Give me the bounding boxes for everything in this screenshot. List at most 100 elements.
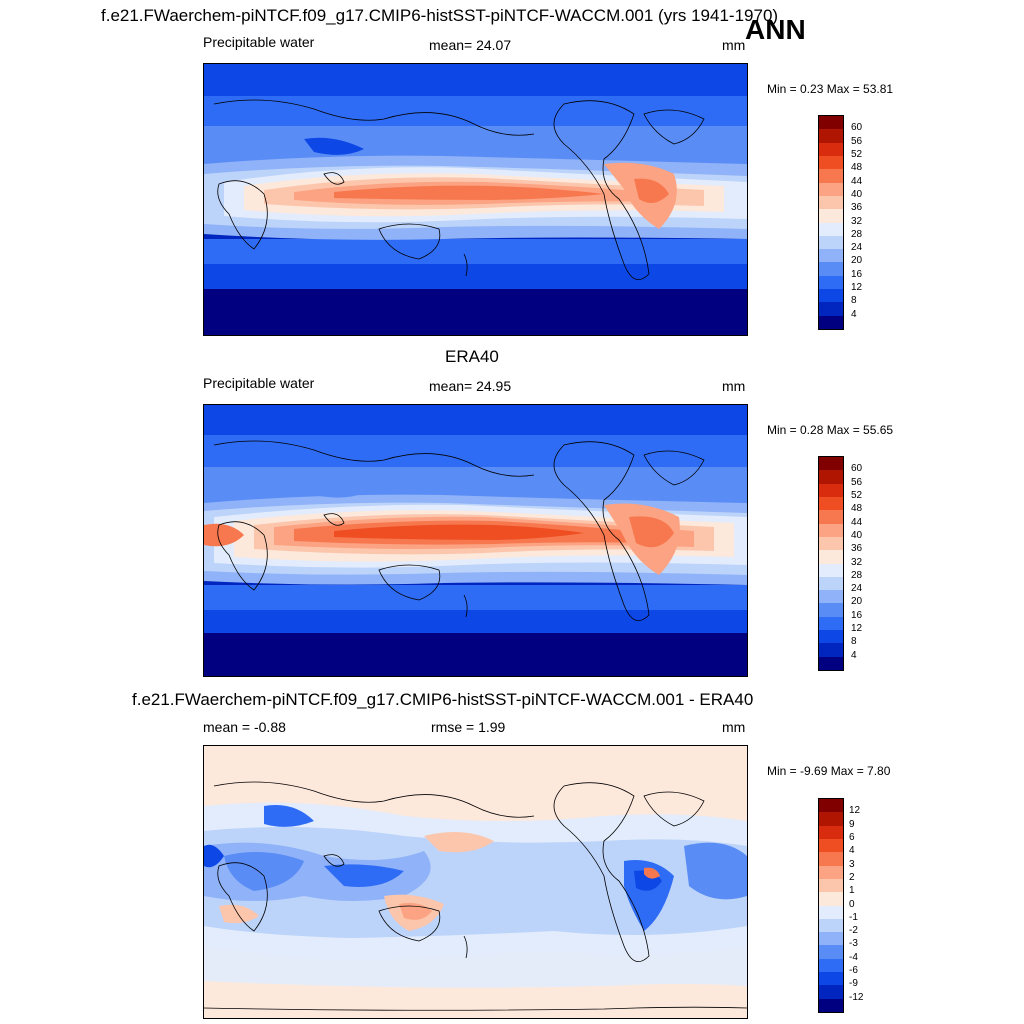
colorbar-swatch (819, 932, 843, 946)
panel-model-mean-label: mean= 24.07 (429, 37, 512, 53)
colorbar-swatch (819, 523, 843, 537)
colorbar-swatch (819, 235, 843, 250)
colorbar-tick-label: 6 (849, 831, 855, 843)
colorbar-tick-label: 16 (851, 609, 863, 621)
panel-diff-mean-label: mean = -0.88 (203, 719, 286, 735)
colorbar-swatch (819, 536, 843, 551)
colorbar-tick-label: -4 (849, 951, 858, 963)
colorbar-tick-label: 36 (851, 543, 863, 555)
panel-obs-colorbar-ticks: 60 56 52 48 44 40 36 32 28 24 20 16 12 8 4 (851, 456, 881, 669)
panel-diff-map (203, 745, 748, 1019)
colorbar-tick-label: 4 (851, 308, 857, 320)
colorbar-tick-label: 32 (851, 215, 863, 227)
colorbar-tick-label: 44 (851, 175, 863, 187)
colorbar-tick-label: 16 (851, 268, 863, 280)
colorbar-swatch (819, 496, 843, 511)
colorbar-tick-label: 9 (849, 818, 855, 830)
colorbar-swatch (819, 878, 843, 893)
panel-model-colorbar (818, 115, 844, 330)
colorbar-swatch (819, 275, 843, 290)
colorbar-swatch (819, 142, 843, 156)
colorbar-swatch (819, 945, 843, 959)
colorbar-tick-label: 8 (851, 636, 857, 648)
panel-diff-title: f.e21.FWaerchem-piNTCF.f09_g17.CMIP6-his… (132, 690, 754, 709)
figure-title: f.e21.FWaerchem-piNTCF.f09_g17.CMIP6-his… (101, 6, 779, 25)
colorbar-tick-label: 60 (851, 463, 863, 475)
panel-model-minmax: Min = 0.23 Max = 53.81 (767, 82, 894, 96)
colorbar-swatch (819, 985, 843, 999)
panel-model-map (203, 63, 748, 336)
colorbar-tick-label: 56 (851, 476, 863, 488)
colorbar-tick-label: 36 (851, 202, 863, 214)
colorbar-tick-label: 52 (851, 148, 863, 160)
colorbar-swatch (819, 315, 843, 329)
colorbar-swatch (819, 262, 843, 276)
colorbar-swatch (819, 616, 843, 631)
colorbar-swatch (819, 998, 843, 1012)
colorbar-swatch (819, 510, 843, 524)
colorbar-swatch (819, 209, 843, 223)
panel-obs-mean-label: mean= 24.95 (429, 378, 512, 394)
panel-obs-colorbar (818, 456, 844, 671)
colorbar-tick-label: 12 (851, 623, 863, 635)
colorbar-tick-label: 48 (851, 503, 863, 515)
colorbar-tick-label: 24 (851, 242, 863, 254)
colorbar-swatch (819, 195, 843, 210)
colorbar-tick-label: 4 (849, 845, 855, 857)
colorbar-tick-label: 20 (851, 596, 863, 608)
colorbar-swatch (819, 972, 843, 986)
colorbar-swatch (819, 838, 843, 853)
colorbar-swatch (819, 825, 843, 839)
colorbar-tick-label: 8 (851, 295, 857, 307)
colorbar-tick-label: 4 (851, 649, 857, 661)
colorbar-swatch (819, 483, 843, 497)
colorbar-tick-label: 1 (849, 885, 855, 897)
colorbar-swatch (819, 302, 843, 316)
colorbar-swatch (819, 470, 843, 484)
colorbar-swatch (819, 563, 843, 577)
colorbar-tick-label: 40 (851, 188, 863, 200)
colorbar-swatch (819, 169, 843, 183)
colorbar-swatch (819, 865, 843, 879)
colorbar-swatch (819, 852, 843, 866)
colorbar-swatch (819, 249, 843, 263)
panel-diff-colorbar-ticks: 12 9 6 4 3 2 1 0 -1 -2 -3 -4 -6 -9 -12 (849, 798, 879, 1011)
panel-obs-map (203, 404, 748, 677)
panel-diff-colorbar (818, 798, 844, 1013)
colorbar-swatch (819, 129, 843, 143)
colorbar-swatch (819, 892, 843, 906)
colorbar-swatch (819, 182, 843, 196)
colorbar-tick-label: 44 (851, 516, 863, 528)
colorbar-swatch (819, 155, 843, 170)
panel-obs-variable-label: Precipitable water (203, 375, 315, 391)
colorbar-tick-label: 2 (849, 871, 855, 883)
colorbar-tick-label: 60 (851, 122, 863, 134)
colorbar-tick-label: -9 (849, 978, 858, 990)
colorbar-tick-label: -12 (849, 991, 864, 1003)
colorbar-swatch (819, 958, 843, 973)
colorbar-swatch (819, 812, 843, 826)
colorbar-tick-label: 32 (851, 556, 863, 568)
colorbar-swatch (819, 643, 843, 657)
colorbar-swatch (819, 918, 843, 933)
colorbar-tick-label: 0 (849, 898, 855, 910)
colorbar-tick-label: 48 (851, 162, 863, 174)
colorbar-tick-label: 12 (851, 282, 863, 294)
panel-diff-minmax: Min = -9.69 Max = 7.80 (767, 764, 891, 778)
colorbar-swatch (819, 656, 843, 670)
colorbar-tick-label: 28 (851, 228, 863, 240)
colorbar-tick-label: -2 (849, 925, 858, 937)
colorbar-tick-label: -6 (849, 965, 858, 977)
colorbar-swatch (819, 576, 843, 591)
colorbar-swatch (819, 289, 843, 303)
colorbar-swatch (819, 457, 843, 471)
colorbar-tick-label: 12 (849, 805, 861, 817)
season-label: ANN (745, 14, 806, 45)
panel-obs-title: ERA40 (445, 347, 499, 366)
colorbar-tick-label: 24 (851, 583, 863, 595)
colorbar-swatch (819, 905, 843, 919)
colorbar-tick-label: 28 (851, 569, 863, 581)
colorbar-tick-label: 40 (851, 529, 863, 541)
panel-model-colorbar-ticks: 60 56 52 48 44 40 36 32 28 24 20 16 12 8 4 (851, 115, 881, 328)
colorbar-swatch (819, 799, 843, 813)
